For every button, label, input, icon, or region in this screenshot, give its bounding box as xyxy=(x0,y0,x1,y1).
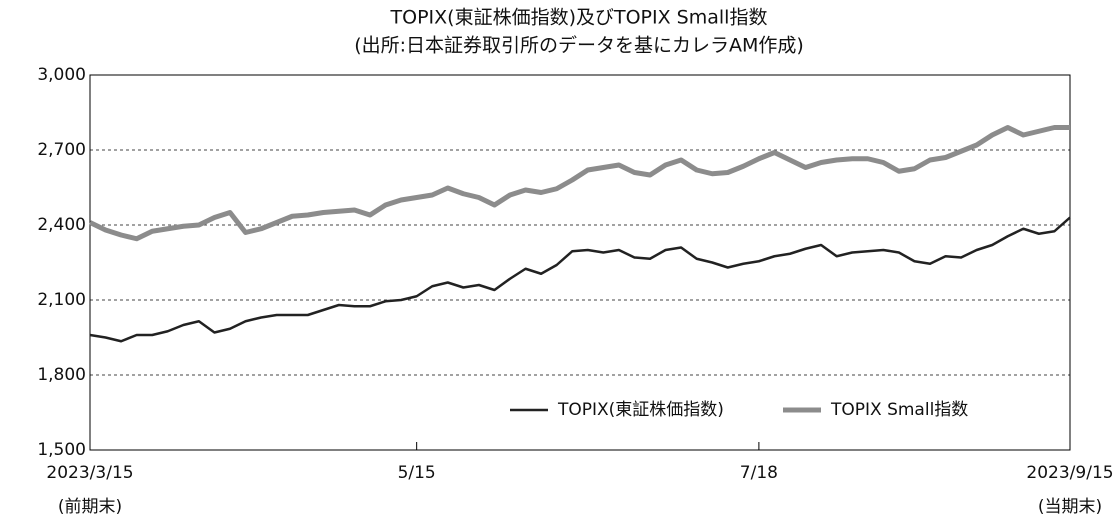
series-line xyxy=(88,125,1070,242)
chart-subtitle: (出所:日本証券取引所のデータを基にカレラAM作成) xyxy=(354,35,804,57)
y-tick-label: 1,500 xyxy=(37,440,86,460)
x-tick-label: 7/18 xyxy=(740,463,778,483)
y-tick-label: 1,800 xyxy=(37,365,86,385)
x-tick-line: 2023/3/15 xyxy=(46,463,133,483)
y-tick-label: 2,100 xyxy=(37,290,86,310)
y-tick-label: 2,400 xyxy=(37,215,86,235)
x-tick-line: 5/15 xyxy=(398,463,436,483)
x-tick-label: 2023/9/15 (当期末) xyxy=(1026,463,1113,517)
x-tick-line: (当期末) xyxy=(1038,497,1102,517)
x-tick-label: 5/15 xyxy=(398,463,436,483)
x-tick-line: 7/18 xyxy=(740,463,778,483)
plot-frame xyxy=(89,74,1071,451)
legend-label: TOPIX Small指数 xyxy=(830,400,968,420)
x-tick-label: 2023/3/15 (前期末) xyxy=(46,463,133,517)
series-line xyxy=(89,216,1071,343)
y-tick-label: 3,000 xyxy=(37,65,86,85)
x-tick-line: 2023/9/15 xyxy=(1026,463,1113,483)
y-tick-label: 2,700 xyxy=(37,140,86,160)
chart-title: TOPIX(東証株価指数)及びTOPIX Small指数 xyxy=(390,7,768,29)
x-tick-line: (前期末) xyxy=(58,497,122,517)
legend-label: TOPIX(東証株価指数) xyxy=(557,400,724,420)
